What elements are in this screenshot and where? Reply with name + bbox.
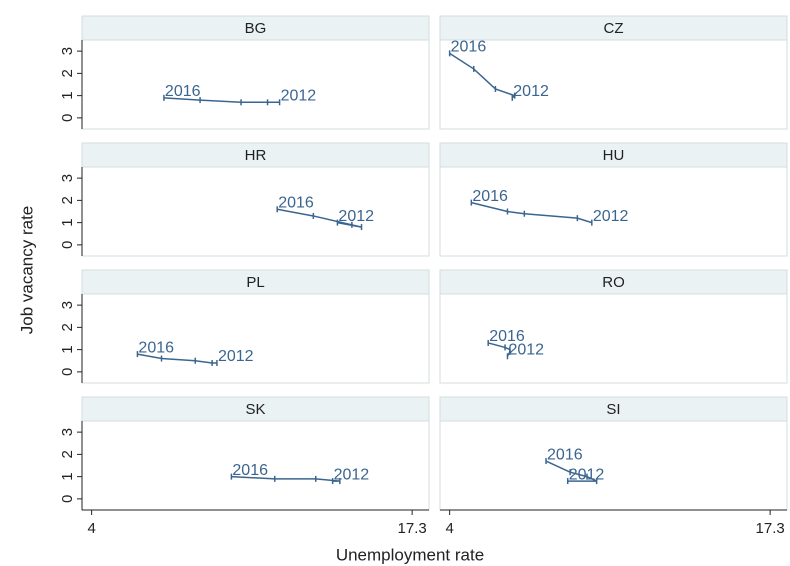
y-tick-label: 3 — [59, 301, 76, 309]
y-tick-label: 1 — [59, 345, 76, 353]
plot-area — [439, 420, 788, 511]
panel-strip — [81, 142, 430, 168]
x-tick-label: 4 — [445, 520, 453, 537]
y-axis-label: Job vacancy rate — [17, 206, 36, 335]
point-label: 2012 — [338, 208, 374, 225]
point-label: 2016 — [472, 188, 508, 205]
panel-title: CZ — [604, 20, 624, 37]
point-label: 2016 — [278, 194, 314, 211]
plot-area — [81, 166, 430, 257]
panel-strip — [81, 396, 430, 422]
y-tick-label: 1 — [59, 472, 76, 480]
y-tick-label: 1 — [59, 218, 76, 226]
y-tick-label: 3 — [59, 47, 76, 55]
x-tick-label: 17.3 — [756, 520, 785, 537]
y-tick-label: 3 — [59, 428, 76, 436]
point-label: 2016 — [138, 339, 174, 356]
panel-title: PL — [246, 274, 264, 291]
point-label: 2012 — [281, 88, 317, 105]
y-tick-label: 2 — [59, 450, 76, 458]
point-label: 2016 — [489, 328, 525, 345]
panel-title: SK — [245, 401, 265, 418]
x-axis-label: Unemployment rate — [336, 545, 484, 564]
y-tick-label: 2 — [59, 196, 76, 204]
point-label: 2012 — [218, 348, 254, 365]
y-tick-label: 0 — [59, 114, 76, 122]
point-label: 2012 — [334, 466, 370, 483]
y-tick-label: 0 — [59, 495, 76, 503]
panel-title: HU — [603, 147, 625, 164]
plot-area — [81, 39, 430, 130]
point-label: 2016 — [547, 446, 583, 463]
panel-title: HR — [245, 147, 267, 164]
panel-title: RO — [602, 274, 625, 291]
panel-strip — [81, 15, 430, 41]
y-tick-label: 2 — [59, 323, 76, 331]
x-tick-label: 17.3 — [398, 520, 427, 537]
point-label: 2016 — [451, 39, 487, 56]
point-label: 2012 — [513, 83, 549, 100]
plot-area — [439, 166, 788, 257]
y-tick-label: 3 — [59, 174, 76, 182]
panel-title: SI — [606, 401, 620, 418]
point-label: 2012 — [508, 342, 544, 359]
panel-strip — [439, 396, 788, 422]
y-tick-label: 0 — [59, 368, 76, 376]
plot-area — [81, 293, 430, 384]
panel-title: BG — [245, 20, 267, 37]
point-label: 2012 — [593, 208, 629, 225]
y-tick-label: 1 — [59, 91, 76, 99]
y-tick-label: 2 — [59, 69, 76, 77]
panel-strip — [439, 269, 788, 295]
panel-strip — [439, 15, 788, 41]
plot-area — [439, 293, 788, 384]
point-label: 2016 — [165, 83, 201, 100]
y-tick-label: 0 — [59, 241, 76, 249]
x-tick-label: 4 — [87, 520, 95, 537]
point-label: 2016 — [232, 462, 268, 479]
plot-area — [439, 39, 788, 130]
